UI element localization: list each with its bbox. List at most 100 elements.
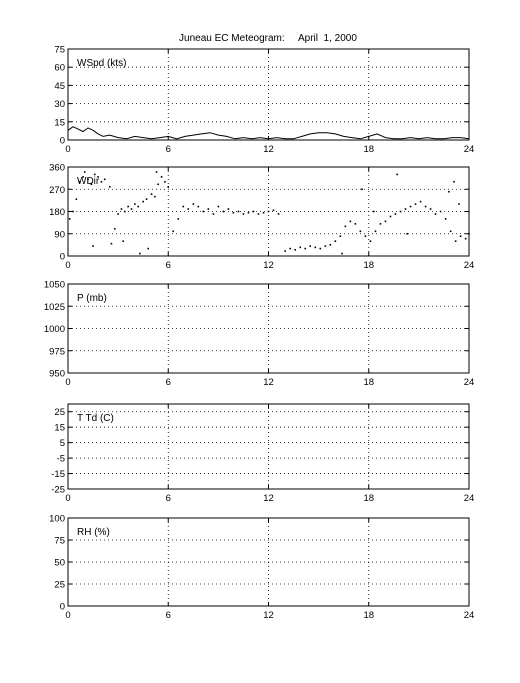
- data-point: [369, 240, 372, 242]
- data-point: [137, 205, 139, 208]
- data-point: [404, 208, 407, 210]
- x-tick-label: 6: [166, 144, 171, 155]
- chart-title: Juneau EC Meteogram: April 1, 2000: [179, 33, 357, 44]
- data-point: [406, 232, 408, 235]
- y-tick-label: 5: [60, 438, 65, 449]
- data-point: [150, 193, 153, 195]
- data-point: [424, 205, 427, 208]
- x-tick-label: 12: [263, 144, 274, 155]
- data-point: [359, 230, 362, 233]
- data-point: [100, 181, 103, 183]
- data-point: [155, 171, 158, 173]
- data-point: [110, 242, 113, 245]
- data-point: [344, 225, 347, 228]
- data-point: [157, 183, 160, 186]
- y-tick-label: 30: [54, 99, 65, 110]
- y-tick-label: 180: [49, 207, 65, 218]
- data-point: [139, 252, 141, 255]
- data-point: [252, 210, 255, 213]
- data-point: [164, 181, 166, 183]
- y-tick-label: 15: [54, 423, 65, 434]
- data-point: [361, 188, 363, 191]
- panel-label-pressure: P (mb): [77, 293, 107, 304]
- data-point: [339, 235, 342, 238]
- y-tick-label: 270: [49, 185, 65, 196]
- data-point: [242, 213, 245, 215]
- y-tick-label: 1000: [44, 324, 65, 335]
- data-point: [449, 230, 452, 233]
- data-point: [399, 210, 402, 213]
- data-point: [237, 210, 240, 213]
- data-point: [364, 235, 367, 238]
- data-point: [459, 235, 462, 238]
- data-point: [409, 205, 412, 208]
- data-point: [329, 244, 332, 246]
- panel-label-wdir: WDir: [77, 176, 100, 187]
- x-tick-label: 6: [166, 377, 171, 388]
- data-point: [120, 208, 123, 210]
- y-tick-label: 360: [49, 163, 65, 174]
- data-point: [434, 213, 437, 215]
- data-point: [207, 208, 210, 210]
- data-point: [113, 228, 116, 230]
- x-tick-label: 12: [263, 610, 274, 621]
- data-point: [247, 211, 250, 214]
- y-tick-label: 45: [54, 81, 65, 92]
- data-point: [145, 198, 148, 200]
- data-point: [154, 195, 156, 198]
- panel-label-temperature: T Td (C): [77, 413, 114, 424]
- data-point: [78, 181, 81, 183]
- x-tick-label: 0: [65, 144, 70, 155]
- y-tick-label: 90: [54, 229, 65, 240]
- data-point: [262, 211, 265, 214]
- data-point: [414, 203, 417, 205]
- data-point: [448, 190, 450, 193]
- data-point: [334, 240, 337, 242]
- y-tick-label: 50: [54, 558, 65, 569]
- x-tick-label: 12: [263, 377, 274, 388]
- data-point: [267, 210, 270, 213]
- x-tick-label: 24: [464, 144, 475, 155]
- data-point: [324, 245, 327, 247]
- data-point: [419, 200, 422, 203]
- y-tick-label: -15: [51, 469, 65, 480]
- data-point: [130, 208, 133, 210]
- y-tick-label: -5: [57, 454, 65, 465]
- data-point: [284, 250, 287, 252]
- data-point: [294, 249, 297, 251]
- data-point: [304, 247, 307, 250]
- data-point: [429, 208, 432, 210]
- data-point: [167, 185, 170, 188]
- data-point: [147, 247, 149, 250]
- data-point: [277, 213, 280, 215]
- y-tick-label: 75: [54, 536, 65, 547]
- y-tick-label: 975: [49, 346, 65, 357]
- y-tick-label: 75: [54, 45, 65, 56]
- x-tick-label: 24: [464, 377, 475, 388]
- x-tick-label: 6: [166, 610, 171, 621]
- x-tick-label: 0: [65, 493, 70, 504]
- data-point: [458, 203, 460, 205]
- data-point: [187, 208, 190, 210]
- data-point: [319, 247, 322, 250]
- x-tick-label: 24: [464, 493, 475, 504]
- data-point: [172, 230, 175, 233]
- x-tick-label: 18: [363, 377, 374, 388]
- data-point: [389, 215, 392, 218]
- data-point: [372, 210, 375, 213]
- x-tick-label: 18: [363, 260, 374, 271]
- y-tick-label: 1025: [44, 302, 65, 313]
- data-point: [341, 252, 343, 255]
- x-tick-label: 12: [263, 493, 274, 504]
- data-point: [272, 209, 275, 212]
- data-point: [134, 203, 136, 205]
- y-tick-label: 60: [54, 63, 65, 74]
- y-tick-label: 25: [54, 407, 65, 418]
- data-point: [222, 210, 225, 213]
- x-tick-label: 6: [166, 260, 171, 271]
- x-tick-label: 0: [65, 260, 70, 271]
- panel-label-wspd: WSpd (kts): [77, 58, 126, 69]
- panel-rh: 0 25 50 75 100 0 6 12 18 24 RH (%): [49, 514, 474, 622]
- x-tick-label: 18: [363, 144, 374, 155]
- data-point: [83, 171, 86, 173]
